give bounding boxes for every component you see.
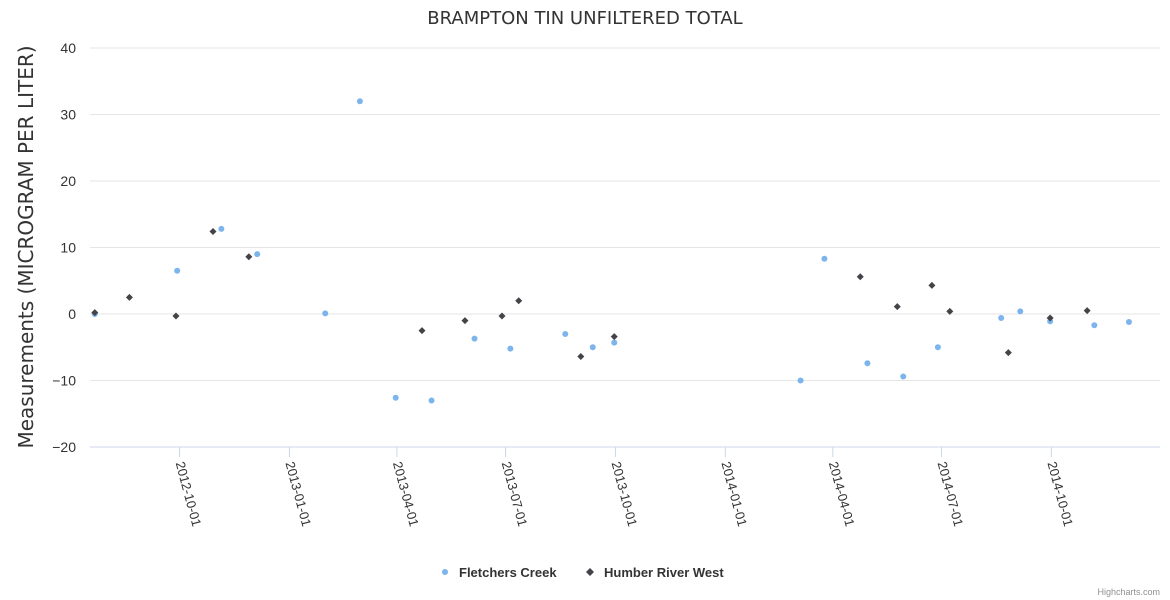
legend-item-humber-river-west[interactable]: Humber River West <box>586 565 724 580</box>
data-point[interactable] <box>611 339 618 346</box>
legend-label-humber-river-west: Humber River West <box>604 565 724 580</box>
grid-lines <box>90 47 1160 381</box>
data-point[interactable] <box>209 228 217 236</box>
data-point[interactable] <box>125 293 133 301</box>
data-point[interactable] <box>356 98 363 105</box>
y-tick-label: 40 <box>60 40 76 56</box>
data-point[interactable] <box>498 312 506 320</box>
y-tick-label: 10 <box>60 240 76 256</box>
data-point[interactable] <box>934 344 941 351</box>
legend-item-fletchers-creek[interactable]: Fletchers Creek <box>442 565 557 580</box>
data-point[interactable] <box>1017 308 1024 315</box>
data-point[interactable] <box>856 273 864 281</box>
data-point[interactable] <box>928 281 936 289</box>
y-tick-label: −10 <box>52 373 76 389</box>
data-point[interactable] <box>1046 314 1054 322</box>
legend-marker-fletchers-creek <box>442 569 448 575</box>
x-tick-label: 2014-07-01 <box>935 460 967 528</box>
data-point[interactable] <box>900 373 907 380</box>
x-tick-label: 2013-01-01 <box>283 460 315 528</box>
data-point[interactable] <box>821 255 828 262</box>
data-point[interactable] <box>507 345 514 352</box>
data-point[interactable] <box>418 327 426 335</box>
data-point[interactable] <box>998 314 1005 321</box>
y-axis-title: Measurements (MICROGRAM PER LITER) <box>14 45 38 448</box>
x-tick-label: 2013-07-01 <box>499 460 531 528</box>
x-tick-label: 2014-04-01 <box>826 460 858 528</box>
x-tick-label: 2012-10-01 <box>173 460 205 528</box>
chart-title: BRAMPTON TIN UNFILTERED TOTAL <box>427 8 742 29</box>
data-point[interactable] <box>562 330 569 337</box>
data-point[interactable] <box>864 360 871 367</box>
data-point[interactable] <box>1004 349 1012 357</box>
data-point[interactable] <box>471 335 478 342</box>
data-point[interactable] <box>218 225 225 232</box>
y-tick-label: 20 <box>60 173 76 189</box>
x-tick-label: 2013-04-01 <box>390 460 422 528</box>
data-point[interactable] <box>589 344 596 351</box>
y-tick-label: 30 <box>60 107 76 123</box>
series-humber-river-west <box>91 228 1091 361</box>
data-point[interactable] <box>797 377 804 384</box>
data-point[interactable] <box>461 317 469 325</box>
data-point[interactable] <box>1125 318 1132 325</box>
legend-marker-humber-river-west <box>586 568 594 576</box>
data-point[interactable] <box>172 312 180 320</box>
data-point[interactable] <box>577 353 585 361</box>
data-point[interactable] <box>254 251 261 258</box>
data-point[interactable] <box>245 253 253 261</box>
series-fletchers-creek <box>91 98 1132 404</box>
data-point[interactable] <box>946 307 954 315</box>
data-point[interactable] <box>91 309 99 317</box>
credits-link[interactable]: Highcharts.com <box>1097 587 1160 597</box>
legend-label-fletchers-creek: Fletchers Creek <box>459 565 557 580</box>
data-point[interactable] <box>1083 307 1091 315</box>
data-point[interactable] <box>174 267 181 274</box>
x-axis-ticks: 2012-10-01 2013-01-01 2013-04-01 2013-07-01… <box>173 447 1076 528</box>
x-tick-label: 2014-01-01 <box>718 460 750 528</box>
legend: Fletchers Creek Humber River West <box>442 565 724 580</box>
data-series <box>91 98 1132 404</box>
data-point[interactable] <box>893 303 901 311</box>
data-point[interactable] <box>392 394 399 401</box>
x-tick-label: 2014-10-01 <box>1044 460 1076 528</box>
data-point[interactable] <box>610 333 618 341</box>
y-tick-label: 0 <box>68 306 76 322</box>
data-point[interactable] <box>1091 322 1098 329</box>
x-tick-label: 2013-10-01 <box>609 460 641 528</box>
y-axis-ticks: 40 30 20 10 0 −10 −20 <box>52 40 76 455</box>
data-point[interactable] <box>322 310 329 317</box>
y-tick-label: −20 <box>52 439 76 455</box>
data-point[interactable] <box>428 397 435 404</box>
data-point[interactable] <box>515 297 523 305</box>
